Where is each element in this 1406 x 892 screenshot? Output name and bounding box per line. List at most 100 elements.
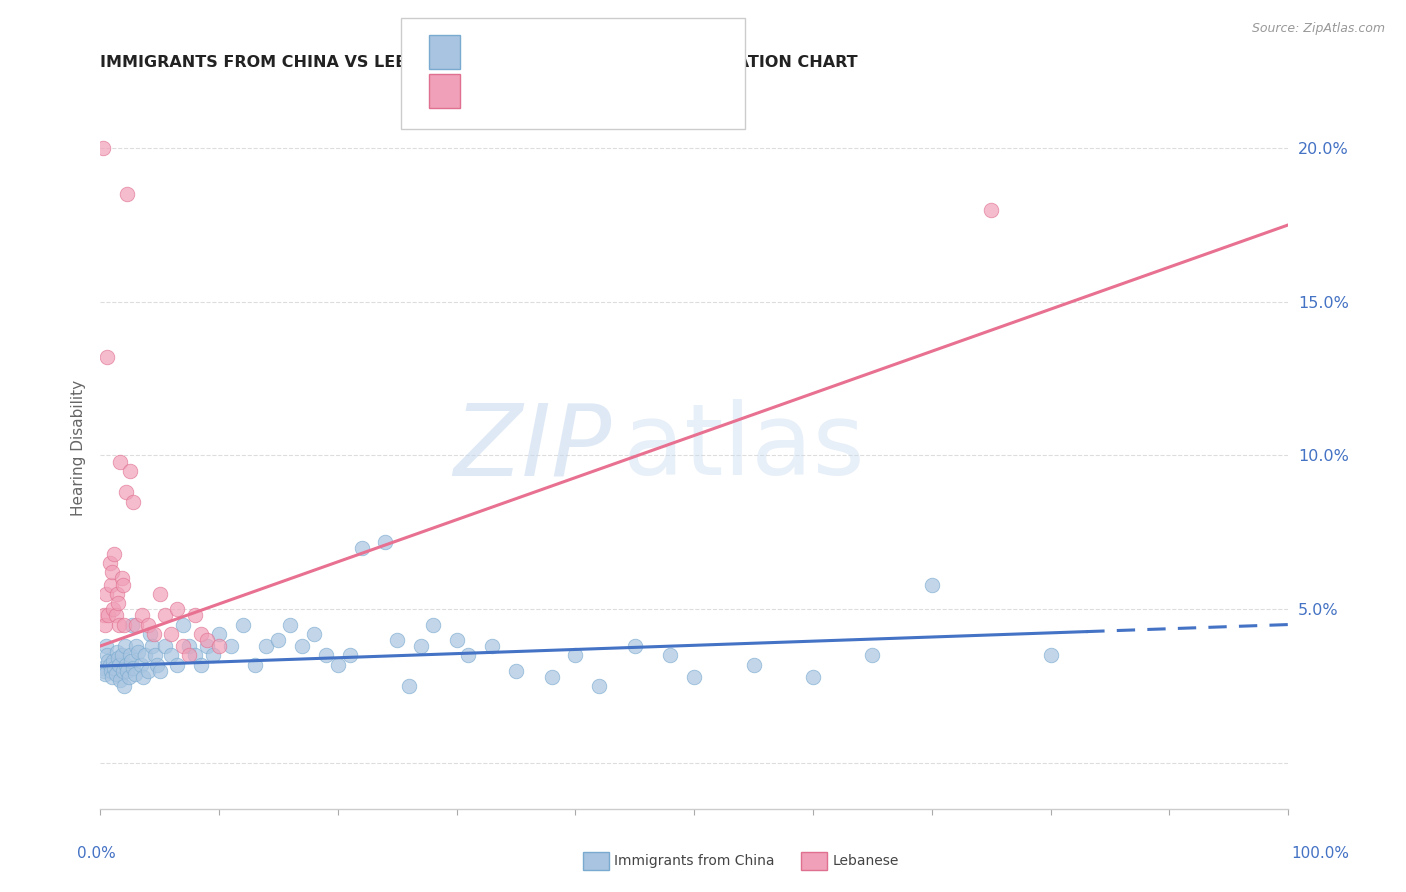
Point: [108, 657, 131, 672]
Point: [195, 639, 218, 653]
Point: [505, 664, 527, 678]
Point: [107, 651, 129, 665]
Point: [659, 648, 682, 663]
Point: [160, 627, 183, 641]
Point: [179, 639, 201, 653]
Point: [110, 455, 132, 469]
Point: [124, 666, 146, 681]
Point: [112, 679, 135, 693]
Text: N = 78: N = 78: [598, 45, 658, 59]
Point: [103, 547, 125, 561]
Point: [980, 202, 1002, 217]
Point: [184, 608, 207, 623]
Point: [374, 534, 396, 549]
Point: [94, 617, 117, 632]
Point: [105, 587, 128, 601]
Text: R = 0.476: R = 0.476: [468, 84, 548, 98]
Point: [91, 141, 114, 155]
Point: [146, 657, 169, 672]
Point: [339, 648, 361, 663]
Point: [132, 670, 155, 684]
Point: [110, 648, 132, 663]
Text: ZIP: ZIP: [453, 400, 612, 496]
Point: [91, 660, 114, 674]
Point: [540, 670, 562, 684]
Point: [101, 670, 124, 684]
Point: [121, 617, 143, 632]
Point: [243, 657, 266, 672]
Point: [112, 617, 135, 632]
Point: [129, 657, 152, 672]
Point: [623, 639, 645, 653]
Point: [134, 648, 156, 663]
Point: [110, 571, 132, 585]
Text: IMMIGRANTS FROM CHINA VS LEBANESE HEARING DISABILITY CORRELATION CHART: IMMIGRANTS FROM CHINA VS LEBANESE HEARIN…: [100, 55, 858, 70]
Text: 0.0%: 0.0%: [77, 846, 117, 861]
Point: [232, 617, 254, 632]
Point: [142, 627, 165, 641]
Point: [267, 632, 290, 647]
Text: R = 0.239: R = 0.239: [468, 45, 548, 59]
Point: [801, 670, 824, 684]
Point: [588, 679, 610, 693]
Point: [101, 566, 124, 580]
Point: [160, 648, 183, 663]
Point: [100, 664, 122, 678]
Point: [100, 577, 122, 591]
Point: [103, 602, 125, 616]
Point: [201, 648, 224, 663]
Point: [117, 664, 139, 678]
Y-axis label: Hearing Disability: Hearing Disability: [72, 380, 86, 516]
Point: [104, 666, 127, 681]
Point: [208, 627, 231, 641]
Point: [136, 617, 159, 632]
Point: [97, 655, 120, 669]
Point: [190, 657, 212, 672]
Point: [398, 679, 420, 693]
Point: [446, 632, 468, 647]
Point: [114, 639, 136, 653]
Point: [118, 464, 141, 478]
Text: Immigrants from China: Immigrants from China: [614, 854, 775, 868]
Point: [96, 350, 118, 364]
Point: [97, 608, 120, 623]
Text: 100.0%: 100.0%: [1292, 846, 1350, 861]
Point: [122, 494, 145, 508]
Point: [94, 639, 117, 653]
Text: atlas: atlas: [623, 400, 865, 496]
Point: [166, 657, 188, 672]
Point: [155, 608, 177, 623]
Point: [141, 639, 163, 653]
Point: [107, 596, 129, 610]
Text: N = 37: N = 37: [598, 84, 658, 98]
Point: [195, 632, 218, 647]
Point: [110, 673, 132, 687]
Point: [96, 648, 118, 663]
Point: [350, 541, 373, 555]
Point: [111, 664, 134, 678]
Text: Source: ZipAtlas.com: Source: ZipAtlas.com: [1251, 22, 1385, 36]
Point: [860, 648, 883, 663]
Point: [742, 657, 765, 672]
Point: [1039, 648, 1062, 663]
Point: [219, 639, 242, 653]
Point: [103, 655, 125, 669]
Point: [302, 627, 325, 641]
Point: [166, 602, 188, 616]
Point: [278, 617, 301, 632]
Point: [564, 648, 586, 663]
Point: [326, 657, 349, 672]
Point: [172, 617, 194, 632]
Point: [457, 648, 479, 663]
Point: [136, 664, 159, 678]
Point: [120, 655, 142, 669]
Point: [108, 617, 131, 632]
Point: [131, 608, 153, 623]
Point: [256, 639, 278, 653]
Point: [179, 648, 201, 663]
Text: Lebanese: Lebanese: [832, 854, 898, 868]
Point: [93, 664, 115, 678]
Point: [172, 639, 194, 653]
Point: [98, 657, 121, 672]
Point: [148, 664, 170, 678]
